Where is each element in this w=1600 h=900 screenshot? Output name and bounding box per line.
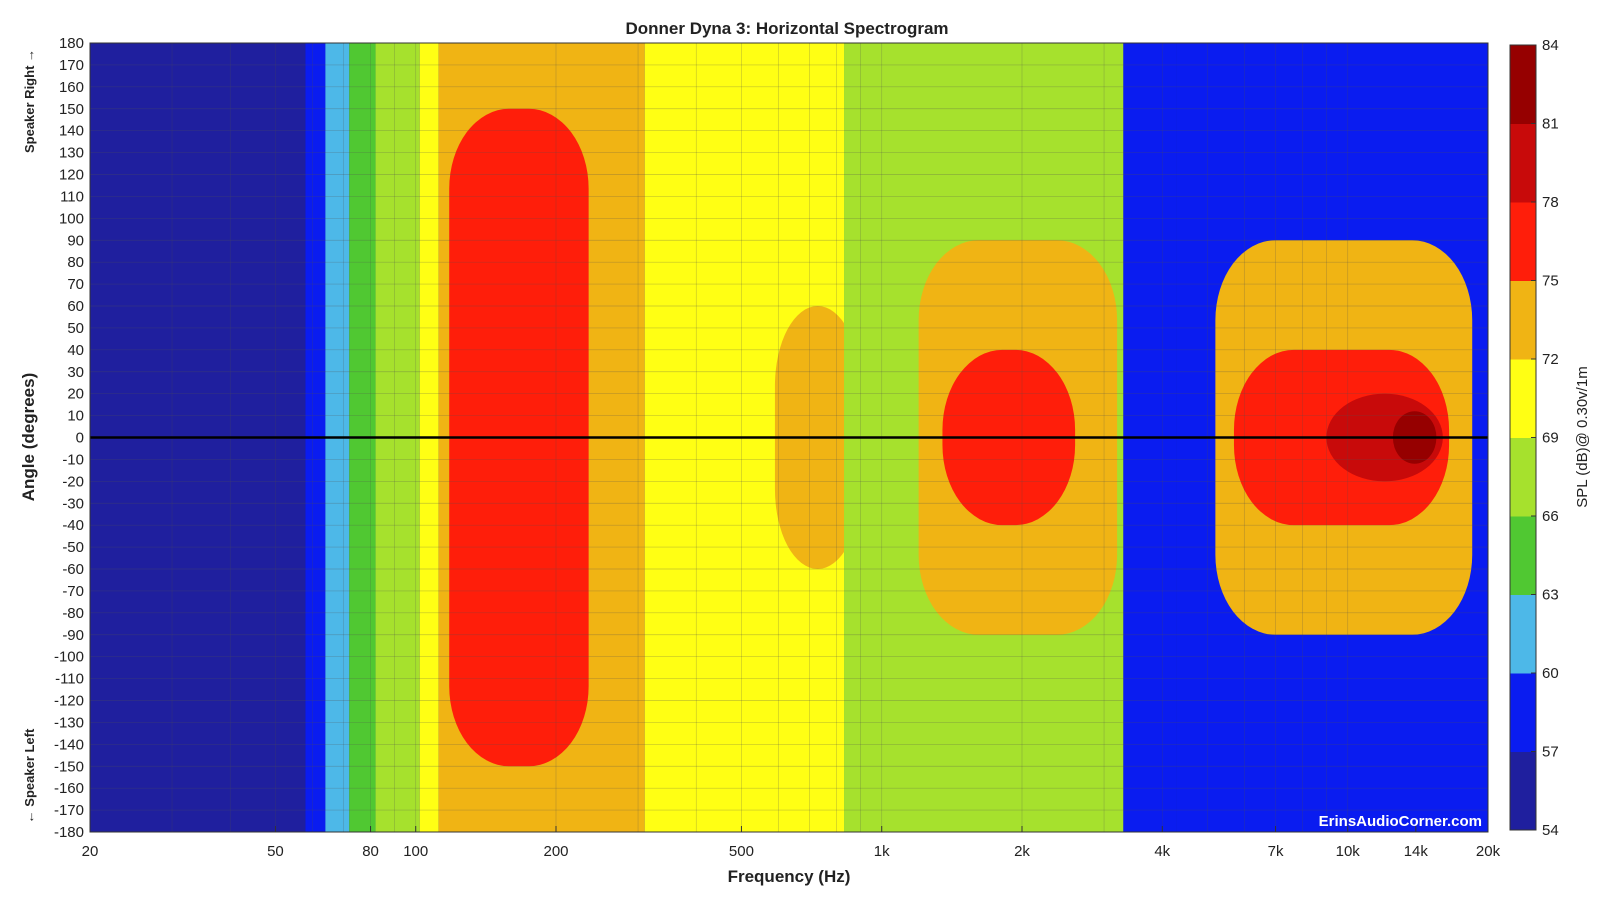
colorbar-segment [1510,594,1536,674]
y-tick-label: -170 [54,802,84,819]
colorbar-tick-label: 54 [1542,822,1559,839]
x-tick-label: 200 [543,843,568,860]
y-tick-label: 120 [59,167,84,184]
colorbar-segment [1510,516,1536,595]
colorbar-tick-label: 72 [1542,351,1559,368]
y-tick-label: -20 [62,473,84,490]
y-tick-label: 70 [67,276,84,293]
y-tick-label: 20 [67,386,84,403]
colorbar-tick-label: 84 [1542,37,1559,54]
y-tick-label: 170 [59,57,84,74]
colorbar-tick-label: 69 [1542,430,1559,447]
y-tick-label: -10 [62,451,84,468]
y-tick-label: -120 [54,693,84,710]
y-tick-label: 130 [59,145,84,162]
colorbar-segment [1510,202,1536,281]
speaker-right-label: Speaker Right → [22,49,37,153]
colorbar-tick-label: 75 [1542,273,1559,290]
x-tick-label: 7k [1268,843,1284,860]
y-tick-label: -150 [54,758,84,775]
x-tick-label: 500 [729,843,754,860]
colorbar-segment [1510,45,1536,124]
y-tick-label: 40 [67,342,84,359]
colorbar-segment [1510,437,1536,517]
x-axis-ticks: 20 50 80 100 200 500 1k 2k 4k 7k 10k 14k 20k [82,826,1501,860]
y-tick-label: 90 [67,232,84,249]
y-tick-label: 150 [59,101,84,118]
x-tick-label: 50 [267,843,284,860]
y-tick-label: 140 [59,123,84,140]
y-tick-label: 160 [59,79,84,96]
y-tick-label: 110 [60,188,84,205]
y-axis-label: Angle (degrees) [19,373,38,501]
y-tick-label: 60 [67,298,84,315]
colorbar-tick-label: 81 [1542,116,1559,133]
x-tick-label: 20k [1476,843,1501,860]
y-tick-label: -70 [62,583,84,600]
y-tick-label: -140 [54,736,84,753]
x-tick-label: 10k [1336,843,1361,860]
speaker-left-label: ← Speaker Left [22,728,37,823]
y-tick-label: 10 [67,408,84,425]
y-tick-label: -50 [62,539,84,556]
chart-title: Donner Dyna 3: Horizontal Spectrogram [625,19,948,38]
x-tick-label: 20 [82,843,99,860]
y-tick-label: -110 [55,671,84,688]
y-axis-ticks: 1801701601501401301201101009080706050403… [54,35,84,841]
y-tick-label: 80 [67,254,84,271]
y-tick-label: 100 [59,210,84,227]
x-tick-label: 1k [874,843,890,860]
y-tick-label: -30 [62,495,84,512]
colorbar-segment [1510,359,1536,438]
plot-area: ErinsAudioCorner.com [90,43,1488,832]
colorbar-segment [1510,280,1536,360]
x-tick-label: 4k [1154,843,1170,860]
y-tick-label: -100 [54,649,84,666]
y-tick-label: 30 [67,364,84,381]
colorbar-tick-label: 66 [1542,508,1559,525]
y-tick-label: -60 [62,561,84,578]
plot-frame [89,42,1489,833]
colorbar-segment [1510,123,1536,203]
colorbar-segment [1510,751,1536,831]
colorbar-tick-label: 78 [1542,194,1559,211]
y-tick-label: 50 [67,320,84,337]
y-tick-label: -40 [62,517,84,534]
colorbar-tick-label: 60 [1542,665,1559,682]
x-tick-label: 2k [1014,843,1030,860]
x-tick-label: 80 [362,843,379,860]
y-tick-label: -90 [62,627,84,644]
colorbar-label: SPL (dB)@ 0.30v/1m [1574,366,1591,507]
watermark-text: ErinsAudioCorner.com [1319,813,1482,830]
colorbar-tick-label: 63 [1542,587,1559,604]
colorbar-tick-label: 57 [1542,744,1559,761]
y-tick-label: 0 [76,430,84,447]
colorbar-segment [1510,673,1536,752]
x-tick-label: 100 [403,843,428,860]
y-tick-label: -160 [54,780,84,797]
x-axis-label: Frequency (Hz) [728,867,851,886]
y-tick-label: -180 [54,824,84,841]
y-tick-label: -80 [62,605,84,622]
x-tick-label: 14k [1404,843,1429,860]
y-tick-label: -130 [54,714,84,731]
y-tick-label: 180 [59,35,84,52]
colorbar: 54 57 60 63 66 69 72 75 78 81 84 [1509,37,1559,839]
